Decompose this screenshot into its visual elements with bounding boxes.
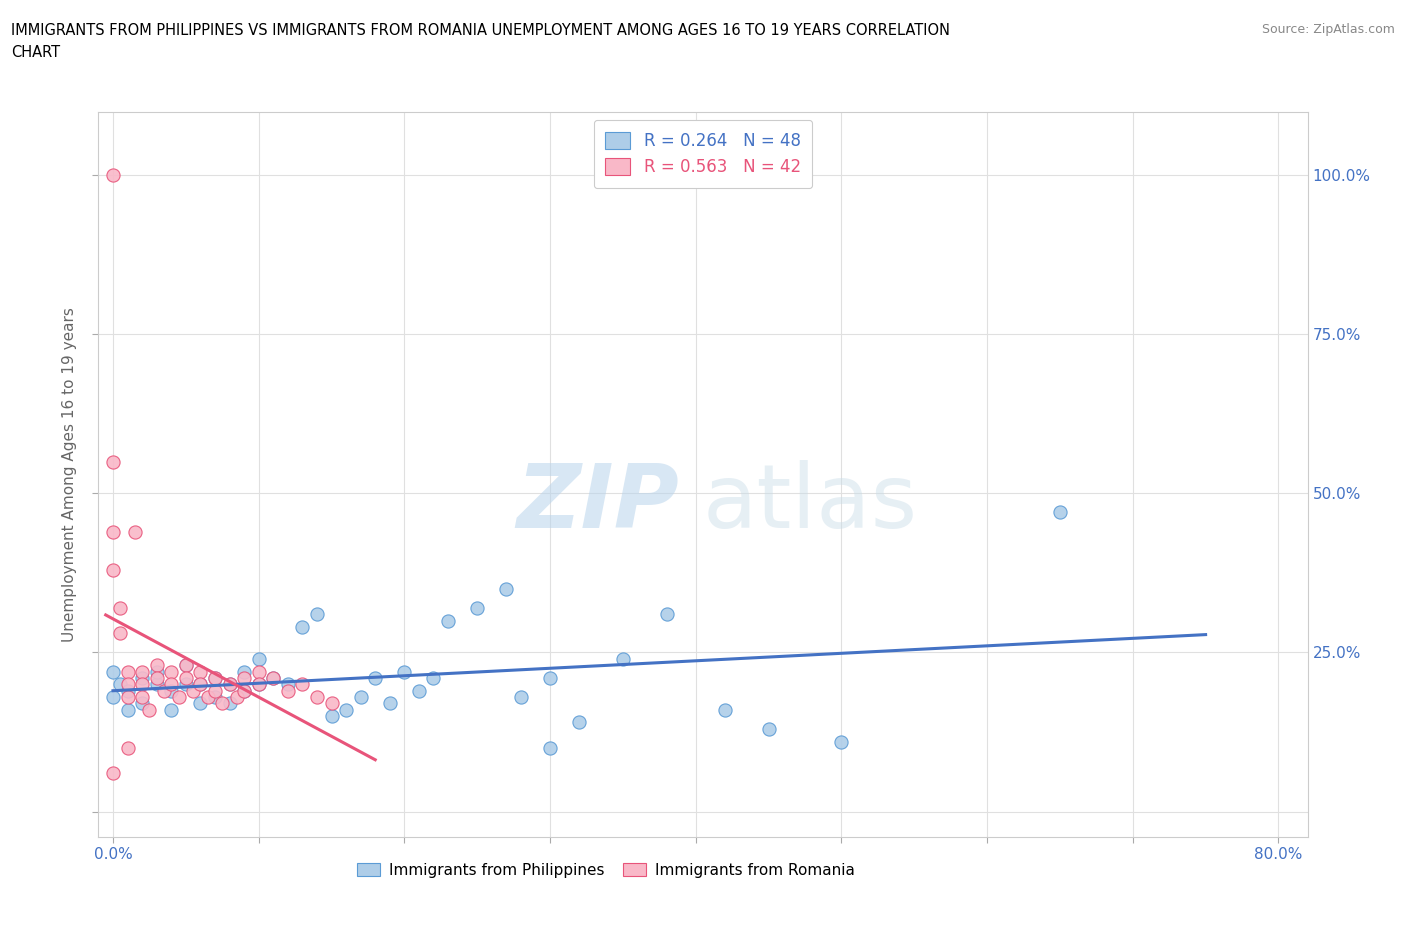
Point xyxy=(335,702,357,717)
Point xyxy=(145,677,167,692)
Point xyxy=(190,677,212,692)
Point xyxy=(101,689,124,704)
Point xyxy=(174,671,197,685)
Point xyxy=(218,677,240,692)
Point xyxy=(538,671,561,685)
Point xyxy=(364,671,387,685)
Point xyxy=(321,696,343,711)
Point xyxy=(131,689,153,704)
Point xyxy=(117,677,139,692)
Point xyxy=(247,677,270,692)
Point xyxy=(714,702,737,717)
Point xyxy=(568,715,591,730)
Point xyxy=(145,658,167,672)
Point xyxy=(211,696,233,711)
Point xyxy=(305,689,328,704)
Text: Source: ZipAtlas.com: Source: ZipAtlas.com xyxy=(1261,23,1395,36)
Point xyxy=(117,664,139,679)
Point xyxy=(218,677,240,692)
Legend: Immigrants from Philippines, Immigrants from Romania: Immigrants from Philippines, Immigrants … xyxy=(352,857,862,884)
Point xyxy=(160,684,183,698)
Point xyxy=(233,684,256,698)
Point xyxy=(101,766,124,781)
Point xyxy=(101,454,124,469)
Point xyxy=(131,664,153,679)
Point xyxy=(101,563,124,578)
Point xyxy=(277,677,299,692)
Point xyxy=(204,671,226,685)
Point xyxy=(160,702,183,717)
Point xyxy=(262,671,284,685)
Point xyxy=(1049,505,1071,520)
Point xyxy=(110,677,132,692)
Text: ZIP: ZIP xyxy=(516,459,679,547)
Point xyxy=(408,684,430,698)
Point xyxy=(465,601,488,616)
Y-axis label: Unemployment Among Ages 16 to 19 years: Unemployment Among Ages 16 to 19 years xyxy=(62,307,77,642)
Point xyxy=(204,689,226,704)
Point xyxy=(378,696,401,711)
Text: CHART: CHART xyxy=(11,45,60,60)
Point xyxy=(124,525,146,539)
Point xyxy=(509,689,531,704)
Point xyxy=(117,740,139,755)
Point xyxy=(101,525,124,539)
Point xyxy=(197,689,219,704)
Point xyxy=(174,658,197,672)
Point xyxy=(110,601,132,616)
Point xyxy=(174,658,197,672)
Point xyxy=(160,677,183,692)
Point xyxy=(247,651,270,666)
Point xyxy=(262,671,284,685)
Point xyxy=(117,684,139,698)
Point xyxy=(181,684,204,698)
Point xyxy=(321,709,343,724)
Point xyxy=(190,664,212,679)
Point xyxy=(160,664,183,679)
Point xyxy=(612,651,634,666)
Point xyxy=(233,684,256,698)
Point xyxy=(131,677,153,692)
Point xyxy=(394,664,416,679)
Point xyxy=(174,677,197,692)
Point xyxy=(233,671,256,685)
Point xyxy=(117,689,139,704)
Point xyxy=(291,677,314,692)
Point xyxy=(131,671,153,685)
Point xyxy=(145,664,167,679)
Point xyxy=(758,722,780,737)
Point xyxy=(305,607,328,622)
Point xyxy=(291,619,314,634)
Point xyxy=(101,167,124,182)
Point xyxy=(145,671,167,685)
Point xyxy=(190,696,212,711)
Point xyxy=(131,696,153,711)
Point xyxy=(233,664,256,679)
Point xyxy=(204,684,226,698)
Point xyxy=(247,677,270,692)
Point xyxy=(495,581,517,596)
Point xyxy=(167,689,190,704)
Point xyxy=(422,671,444,685)
Point xyxy=(538,740,561,755)
Point xyxy=(204,671,226,685)
Point xyxy=(117,702,139,717)
Point xyxy=(101,664,124,679)
Point xyxy=(218,696,240,711)
Point xyxy=(830,734,852,749)
Point xyxy=(190,677,212,692)
Point xyxy=(138,702,160,717)
Point xyxy=(655,607,678,622)
Point xyxy=(153,684,176,698)
Point xyxy=(110,626,132,641)
Point xyxy=(247,664,270,679)
Point xyxy=(277,684,299,698)
Point xyxy=(437,613,460,628)
Point xyxy=(225,689,247,704)
Text: atlas: atlas xyxy=(703,459,918,547)
Point xyxy=(350,689,373,704)
Text: IMMIGRANTS FROM PHILIPPINES VS IMMIGRANTS FROM ROMANIA UNEMPLOYMENT AMONG AGES 1: IMMIGRANTS FROM PHILIPPINES VS IMMIGRANT… xyxy=(11,23,950,38)
